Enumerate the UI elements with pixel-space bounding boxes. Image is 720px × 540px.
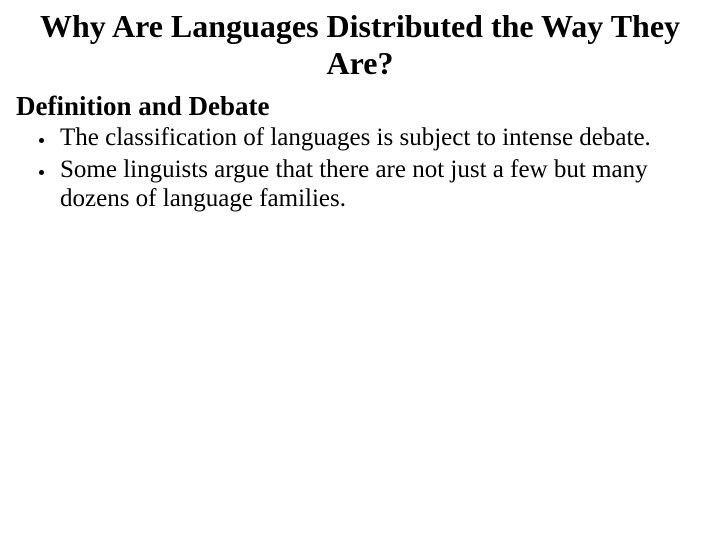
- slide-title: Why Are Languages Distributed the Way Th…: [16, 8, 704, 82]
- list-item: Some linguists argue that there are not …: [56, 155, 694, 214]
- bullet-list: The classification of languages is subje…: [16, 123, 704, 214]
- slide: Why Are Languages Distributed the Way Th…: [0, 0, 720, 540]
- list-item: The classification of languages is subje…: [56, 123, 694, 153]
- slide-subheading: Definition and Debate: [16, 92, 704, 122]
